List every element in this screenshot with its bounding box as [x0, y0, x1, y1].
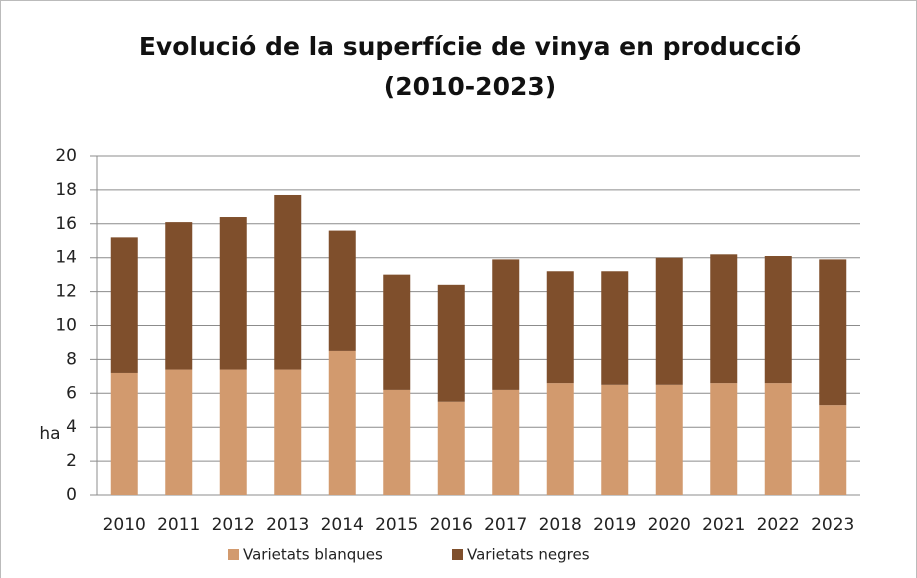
x-tick-label: 2023 [811, 515, 854, 535]
bar-segment [383, 274, 411, 390]
bar-segment [110, 372, 138, 495]
bar-segment [764, 256, 792, 384]
legend-swatch [452, 549, 463, 560]
x-tick-label: 2022 [757, 515, 800, 535]
bar-segment [655, 384, 683, 495]
x-tick-label: 2018 [539, 515, 582, 535]
bar-segment [710, 254, 738, 384]
bar-segment [437, 284, 465, 402]
y-tick-label: 14 [55, 248, 77, 268]
chart-subtitle: (2010-2023) [384, 72, 556, 101]
y-tick-label: 20 [55, 146, 77, 166]
bar-segment [328, 350, 356, 495]
bar-segment [219, 369, 247, 495]
bar-segment [165, 222, 193, 370]
bar-segment [219, 217, 247, 370]
bar-segment [165, 369, 193, 495]
y-tick-label: 4 [66, 417, 77, 437]
x-tick-label: 2012 [212, 515, 255, 535]
bar-segment [110, 237, 138, 373]
legend-label: Varietats blanques [243, 546, 383, 564]
y-tick-label: 18 [55, 180, 77, 200]
y-tick-label: 16 [55, 214, 77, 234]
bar-segment [492, 389, 520, 495]
y-tick-label: 8 [66, 349, 77, 369]
x-tick-label: 2016 [430, 515, 473, 535]
y-tick-label: 2 [66, 451, 77, 471]
bar-segment [601, 384, 629, 495]
y-tick-label: 12 [55, 282, 77, 302]
legend-label: Varietats negres [467, 546, 590, 564]
y-tick-label: 10 [55, 316, 77, 336]
bar-segment [655, 257, 683, 385]
x-tick-label: 2019 [593, 515, 636, 535]
bar-segment [492, 259, 520, 390]
x-tick-label: 2020 [648, 515, 691, 535]
bar-segment [328, 230, 356, 351]
bar-segment [819, 405, 847, 495]
bar-segment [546, 383, 574, 495]
bar-segment [764, 383, 792, 495]
bar-segment [601, 271, 629, 385]
bar-segment [274, 369, 302, 495]
x-tick-label: 2015 [375, 515, 418, 535]
legend-swatch [228, 549, 239, 560]
x-tick-label: 2010 [103, 515, 146, 535]
x-tick-label: 2011 [157, 515, 200, 535]
bar-segment [274, 194, 302, 370]
bar-segment [546, 271, 574, 384]
bar-segment [383, 389, 411, 495]
x-tick-label: 2021 [702, 515, 745, 535]
bar-segment [819, 259, 847, 406]
bar-segment [437, 401, 465, 495]
chart-title: Evolució de la superfície de vinya en pr… [139, 32, 801, 61]
bar-segment [710, 383, 738, 495]
y-axis-label: ha [39, 424, 60, 444]
x-tick-label: 2013 [266, 515, 309, 535]
y-tick-label: 6 [66, 383, 77, 403]
x-tick-label: 2017 [484, 515, 527, 535]
y-tick-label: 0 [66, 485, 77, 505]
x-tick-label: 2014 [321, 515, 364, 535]
